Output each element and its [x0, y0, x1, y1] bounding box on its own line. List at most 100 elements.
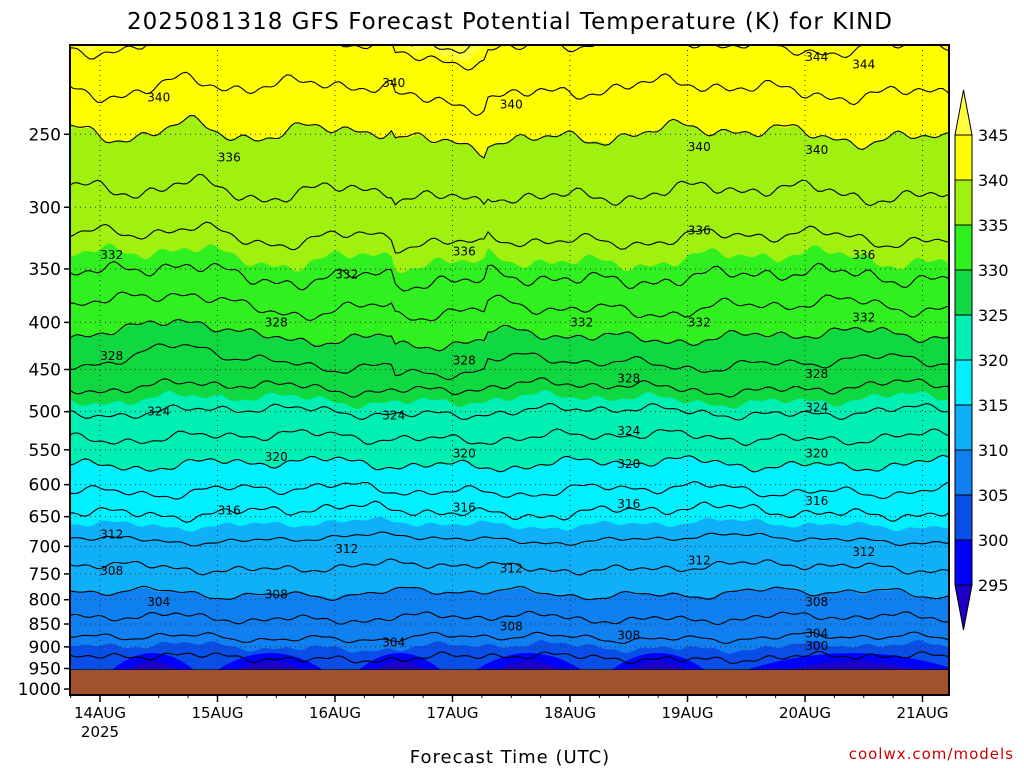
y-tick-label: 800	[29, 591, 61, 611]
contour-label-text: 316	[218, 503, 241, 517]
contour-label: 308	[100, 564, 123, 578]
colorbar-label: 330	[978, 261, 1009, 280]
colorbar-label: 345	[978, 126, 1009, 145]
isentrope-324	[70, 402, 949, 421]
isentrope-318	[70, 481, 949, 500]
isentrope-332	[70, 291, 949, 322]
isentrope-322	[70, 428, 949, 447]
colorbar-swatch	[954, 494, 973, 541]
contour-labels: 344 344 340 340 340 340 340 336 336 336 336 332 332 3…	[100, 50, 875, 653]
contour-label-text: 328	[100, 349, 123, 363]
contour-label: 340	[382, 76, 405, 90]
contour-label-text: 316	[453, 500, 476, 514]
x-axis-label: Forecast Time (UTC)	[410, 747, 610, 768]
y-tick-label: 250	[29, 125, 61, 145]
contour-label-text: 312	[500, 562, 523, 576]
contour-label-text: 308	[617, 629, 640, 643]
contour-label-text: 340	[500, 97, 523, 111]
colorbar-label: 335	[978, 216, 1009, 235]
contour-label: 308	[617, 629, 640, 643]
x-tick-label: 19AUG	[662, 704, 714, 722]
contour-label: 316	[805, 494, 828, 508]
contour-label-text: 336	[218, 151, 241, 165]
contour-label: 332	[852, 310, 875, 324]
contour-label: 324	[617, 424, 640, 438]
contour-label: 308	[805, 595, 828, 609]
contour-label-text: 328	[617, 371, 640, 385]
contour-label: 312	[335, 542, 358, 556]
contour-label: 332	[688, 315, 711, 329]
contour-label: 328	[453, 354, 476, 368]
x-tick-label: 14AUG	[74, 704, 126, 722]
contour-label-text: 312	[688, 553, 711, 567]
isentrope-310	[70, 585, 949, 601]
contour-label: 336	[453, 244, 476, 258]
contour-label: 344	[852, 58, 875, 72]
contour-label: 304	[147, 595, 170, 609]
colorbar-swatch	[954, 404, 973, 451]
contour-label: 312	[500, 562, 523, 576]
contour-label: 328	[805, 367, 828, 381]
colorbar-arrow-top	[954, 89, 973, 136]
contour-label-text: 324	[617, 424, 640, 438]
y-tick-label: 500	[29, 403, 61, 423]
isentrope-312	[70, 558, 949, 576]
contour-label: 312	[100, 528, 123, 542]
y-tick-label: 700	[29, 537, 61, 557]
isentrope-314	[70, 531, 949, 547]
contour-label-text: 328	[805, 367, 828, 381]
contour-label: 340	[147, 90, 170, 104]
chart-title: 2025081318 GFS Forecast Potential Temper…	[127, 9, 893, 35]
contour-label-text: 332	[852, 310, 875, 324]
colorbar-label: 310	[978, 441, 1009, 460]
y-tick-label: 550	[29, 441, 61, 461]
contour-label-text: 300	[805, 639, 828, 653]
contour-label: 312	[852, 545, 875, 559]
contour-label: 332	[570, 315, 593, 329]
x-axis: 14AUG 15AUG 16AUG 17AUG 18AUG 19AUG 20AUG 21AUG…	[70, 695, 949, 741]
colorbar-swatch	[954, 314, 973, 361]
contour-label: 328	[265, 315, 288, 329]
cold-pocket-core	[788, 661, 916, 670]
colorbar-swatch	[954, 359, 973, 406]
colorbar-label: 320	[978, 351, 1009, 370]
contour-label-text: 340	[688, 140, 711, 154]
contour-label: 332	[100, 248, 123, 262]
contour-label-text: 328	[265, 315, 288, 329]
isentrope-338	[70, 173, 949, 207]
contour-label-text: 340	[805, 143, 828, 157]
x-tick-label: 15AUG	[192, 704, 244, 722]
credit-link[interactable]: coolwx.com/models	[849, 745, 1014, 763]
contour-label-text: 324	[382, 409, 405, 423]
contour-label-text: 324	[147, 405, 170, 419]
contour-label-text: 320	[805, 446, 828, 460]
contour-label: 340	[688, 140, 711, 154]
contour-label-text: 340	[147, 90, 170, 104]
colorbar-label: 325	[978, 306, 1009, 325]
contour-label: 308	[265, 588, 288, 602]
isentrope-334	[70, 260, 949, 292]
x-tick-label: 21AUG	[897, 704, 949, 722]
contour-label-text: 320	[617, 457, 640, 471]
contour-label-text: 328	[453, 354, 476, 368]
y-tick-label: 650	[29, 508, 61, 528]
contour-label: 344	[805, 50, 828, 64]
y-tick-label: 950	[29, 660, 61, 680]
isentrope-342	[70, 71, 949, 117]
y-tick-label: 450	[29, 361, 61, 381]
cold-pocket-core	[629, 661, 687, 670]
contour-label-text: 332	[688, 315, 711, 329]
ground	[70, 670, 949, 695]
colorbar-arrow-bottom	[954, 584, 973, 631]
contour-label-text: 324	[805, 401, 828, 415]
contour-label: 316	[218, 503, 241, 517]
y-tick-label: 750	[29, 565, 61, 585]
contour-label: 336	[852, 248, 875, 262]
colorbar-swatch	[954, 539, 973, 586]
contour-label: 320	[265, 450, 288, 464]
x-tick-label: 17AUG	[427, 704, 479, 722]
colorbar-swatch	[954, 179, 973, 226]
contour-label-text: 332	[335, 268, 358, 282]
contour-label: 316	[453, 500, 476, 514]
contour-label-text: 312	[335, 542, 358, 556]
